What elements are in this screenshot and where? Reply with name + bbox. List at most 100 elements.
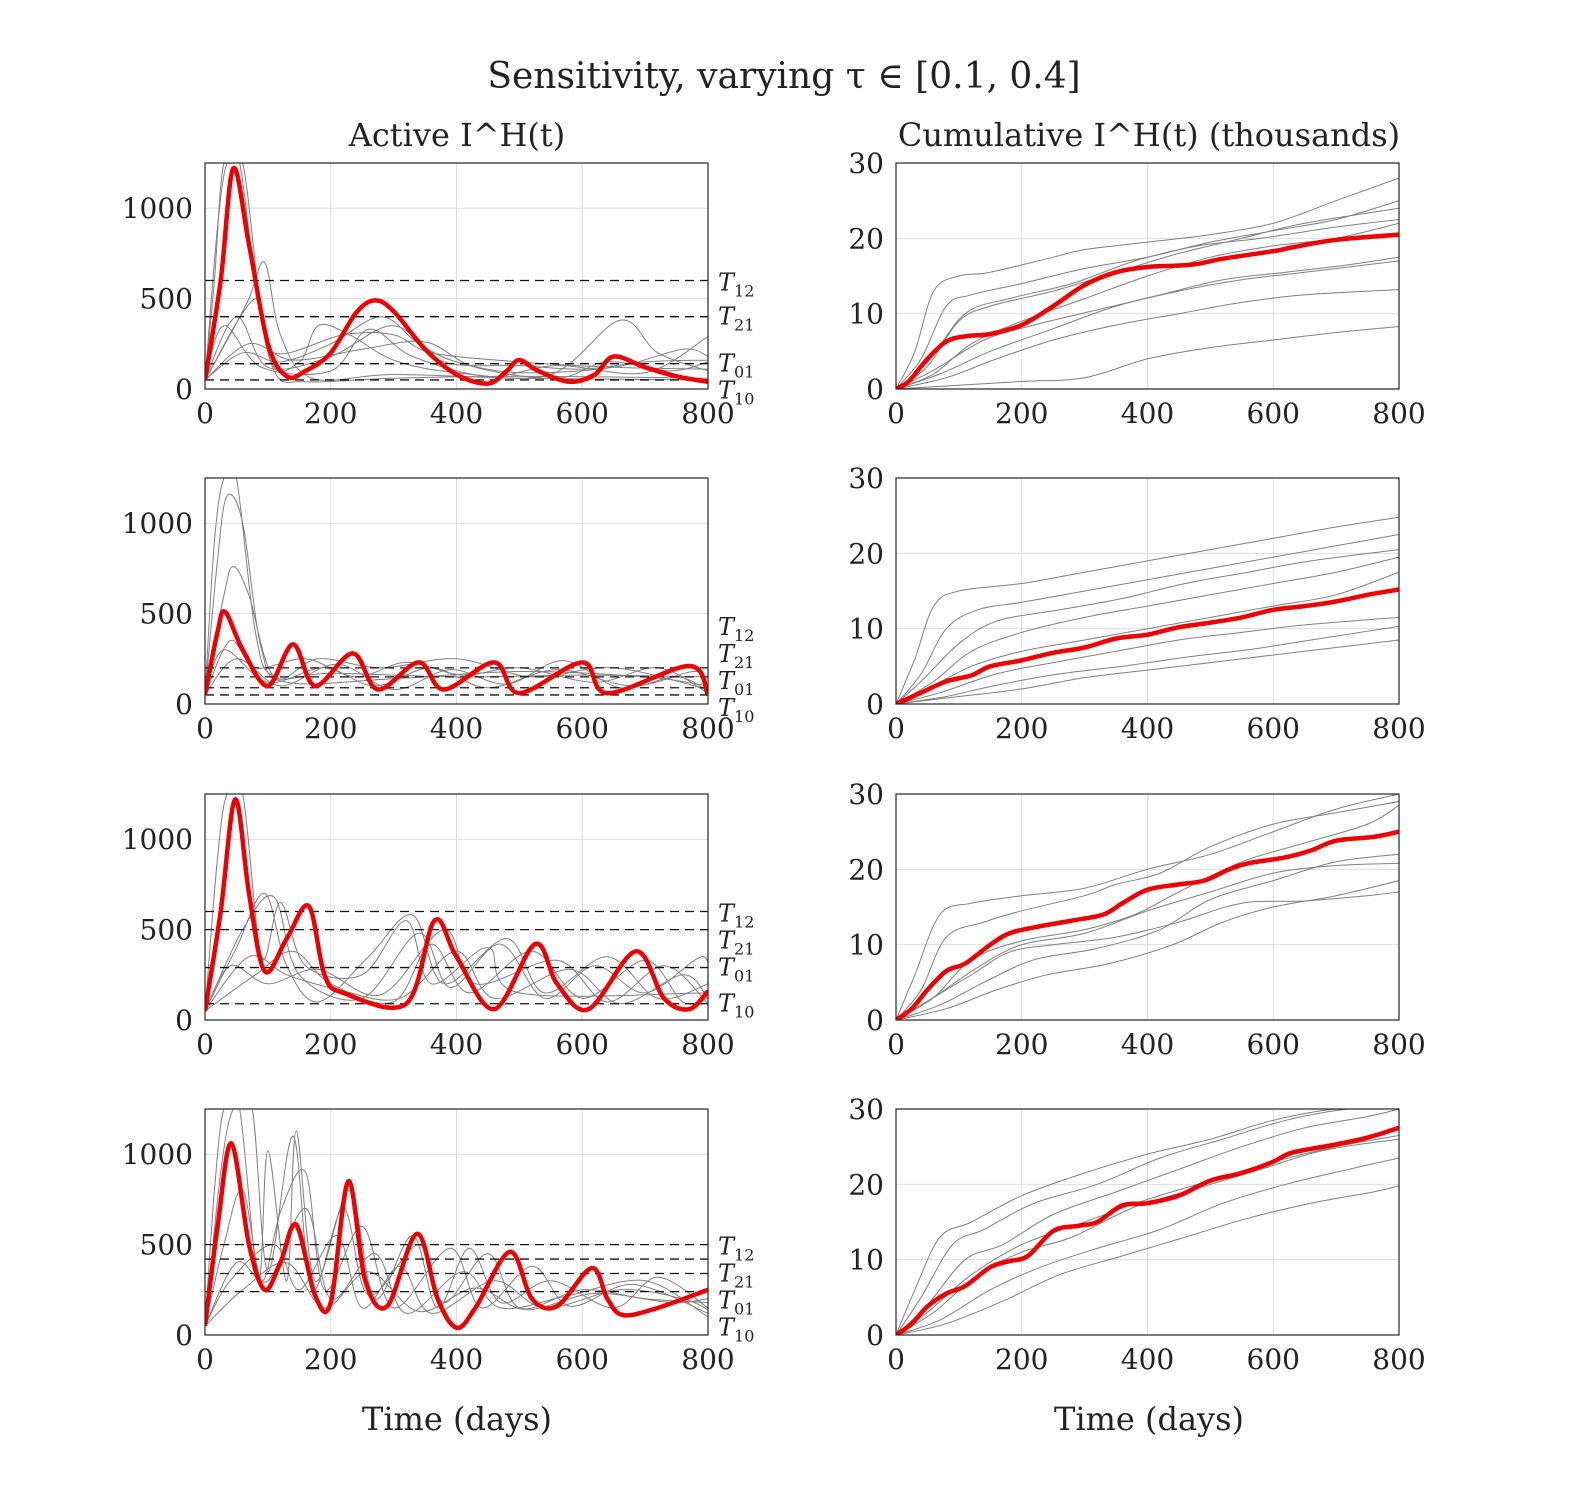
highlight-line — [205, 608, 708, 697]
ensemble-line — [896, 289, 1399, 389]
ensemble-line — [896, 256, 1399, 389]
plot-area — [205, 794, 708, 1013]
ensemble-line — [205, 895, 708, 1012]
y-tick-label: 10 — [848, 298, 884, 331]
threshold-label-T21: T21 — [718, 640, 754, 672]
ensemble-line — [205, 1235, 708, 1327]
threshold-label-T01: T01 — [718, 350, 754, 382]
threshold-label-T12: T12 — [718, 900, 754, 932]
x-tick-label: 800 — [1372, 1028, 1425, 1061]
highlight-line — [205, 1141, 708, 1331]
ensemble-line — [896, 1109, 1399, 1335]
threshold-label-T01: T01 — [718, 1287, 754, 1319]
x-tick-label: 200 — [995, 1028, 1048, 1061]
ensemble-line — [896, 326, 1399, 389]
x-tick-label: 600 — [1247, 1028, 1300, 1061]
panel-cumulative-1: 0 200 400 600 800 0 10 20 30 — [848, 147, 1425, 430]
ensemble-line — [896, 260, 1399, 389]
y-tick-label: 10 — [848, 1244, 884, 1277]
axes-frame — [204, 1108, 709, 1336]
x-tick-label: 0 — [196, 397, 214, 430]
y-tick-label: 500 — [140, 1229, 193, 1262]
ensemble-line — [896, 1157, 1399, 1335]
x-tick-label: 600 — [556, 1028, 609, 1061]
highlight-line — [896, 829, 1399, 1020]
y-tick-label: 1000 — [122, 192, 193, 225]
x-tick-label: 800 — [681, 397, 734, 430]
x-tick-label: 800 — [681, 1028, 734, 1061]
y-tick-label: 0 — [175, 688, 193, 721]
threshold-label-T01: T01 — [718, 954, 754, 986]
threshold-label-T12: T12 — [718, 269, 754, 301]
highlight-line — [896, 1125, 1399, 1335]
ensemble-line — [896, 1109, 1399, 1335]
y-tick-label: 10 — [848, 613, 884, 646]
threshold-label-T10: T10 — [718, 377, 754, 409]
x-tick-label: 800 — [1372, 712, 1425, 745]
ensemble-line — [205, 892, 708, 1012]
ensemble-line — [896, 534, 1399, 704]
y-tick-label: 500 — [140, 598, 193, 631]
x-tick-label: 200 — [995, 397, 1048, 430]
ensemble-line — [896, 1109, 1399, 1335]
x-tick-label: 600 — [1247, 397, 1300, 430]
left-x-axis-label: Time (days) — [362, 1400, 552, 1438]
y-tick-label: 1000 — [122, 1138, 193, 1171]
ensemble-line — [205, 1169, 708, 1327]
y-tick-label: 0 — [866, 373, 884, 406]
y-tick-label: 0 — [175, 1319, 193, 1352]
x-tick-label: 0 — [887, 1343, 905, 1376]
y-tick-label: 30 — [848, 778, 884, 811]
x-tick-label: 400 — [1121, 397, 1174, 430]
ensemble-line — [205, 566, 708, 696]
x-tick-label: 800 — [1372, 397, 1425, 430]
y-tick-label: 1000 — [122, 507, 193, 540]
x-tick-label: 200 — [995, 1343, 1048, 1376]
x-tick-label: 800 — [681, 712, 734, 745]
panel-cumulative-4: 0 200 400 600 800 0 10 20 30 — [848, 1093, 1425, 1376]
axes-frame — [895, 793, 1400, 1021]
ensemble-line — [896, 1185, 1399, 1335]
x-tick-label: 600 — [556, 397, 609, 430]
y-tick-label: 30 — [848, 1093, 884, 1126]
threshold-label-T01: T01 — [718, 667, 754, 699]
ensemble-line — [896, 200, 1399, 389]
ensemble-line — [896, 801, 1399, 1020]
y-tick-label: 30 — [848, 462, 884, 495]
axes-frame — [895, 1108, 1400, 1336]
x-tick-label: 200 — [304, 712, 357, 745]
axes-frame — [895, 477, 1400, 705]
ensemble-line — [896, 556, 1399, 704]
x-tick-label: 0 — [196, 1028, 214, 1061]
highlight-line — [896, 232, 1399, 389]
x-tick-label: 0 — [887, 1028, 905, 1061]
ensemble-line — [896, 549, 1399, 704]
figure-title: Sensitivity, varying τ ∈ [0.1, 0.4] — [487, 56, 1080, 97]
ensemble-line — [896, 219, 1399, 389]
y-tick-label: 500 — [140, 283, 193, 316]
x-tick-label: 800 — [1372, 1343, 1425, 1376]
x-tick-label: 600 — [556, 712, 609, 745]
y-tick-label: 0 — [866, 1004, 884, 1037]
y-tick-label: 0 — [175, 373, 193, 406]
ensemble-line — [896, 639, 1399, 704]
ensemble-line — [896, 862, 1399, 1020]
threshold-label-T10: T10 — [718, 990, 754, 1022]
panel-cumulative-2: 0 200 400 600 800 0 10 20 30 — [848, 462, 1425, 745]
axes-frame — [204, 477, 709, 705]
plot-area — [896, 1109, 1399, 1335]
y-tick-label: 30 — [848, 147, 884, 180]
x-tick-label: 200 — [304, 1343, 357, 1376]
x-tick-label: 400 — [1121, 1343, 1174, 1376]
highlight-line — [205, 797, 708, 1013]
threshold-label-T12: T12 — [718, 613, 754, 645]
x-tick-label: 600 — [1247, 712, 1300, 745]
x-tick-label: 400 — [1121, 712, 1174, 745]
ensemble-line — [205, 794, 708, 1012]
x-tick-label: 400 — [430, 712, 483, 745]
right-x-axis-label: Time (days) — [1054, 1400, 1244, 1438]
threshold-label-T10: T10 — [718, 1314, 754, 1346]
